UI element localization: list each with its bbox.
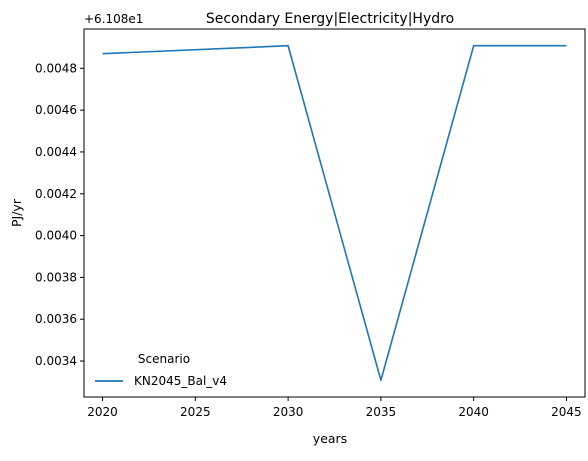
legend-entry-kn2045-bal-v4: KN2045_Bal_v4 bbox=[134, 374, 227, 388]
y-tick-label: 0.0048 bbox=[35, 61, 77, 75]
x-tick-label: 2020 bbox=[87, 405, 118, 419]
y-axis-ticks: 0.0034 0.0036 0.0038 0.0040 0.0042 0.0044 0.00… bbox=[35, 61, 84, 368]
y-tick-label: 0.0046 bbox=[35, 103, 77, 117]
series-line-kn2045-bal-v4 bbox=[102, 44, 567, 382]
series-layer bbox=[102, 44, 567, 382]
x-tick-label: 2025 bbox=[180, 405, 211, 419]
x-axis-label: years bbox=[313, 431, 347, 446]
x-tick-label: 2035 bbox=[366, 405, 397, 419]
y-tick-label: 0.0042 bbox=[35, 187, 77, 201]
y-tick-label: 0.0038 bbox=[35, 270, 77, 284]
y-tick-label: 0.0040 bbox=[35, 229, 77, 243]
y-axis-offset-label: +6.108e1 bbox=[84, 12, 143, 26]
x-tick-label: 2040 bbox=[458, 405, 489, 419]
plot-frame bbox=[83, 28, 586, 398]
legend: Scenario KN2045_Bal_v4 bbox=[95, 352, 227, 388]
y-tick-label: 0.0034 bbox=[35, 354, 77, 368]
y-tick-label: 0.0044 bbox=[35, 145, 77, 159]
chart-title: Secondary Energy|Electricity|Hydro bbox=[206, 11, 454, 27]
x-tick-label: 2030 bbox=[273, 405, 304, 419]
y-tick-label: 0.0036 bbox=[35, 312, 77, 326]
y-axis-label: PJ/yr bbox=[9, 198, 24, 227]
legend-title: Scenario bbox=[138, 352, 190, 366]
x-tick-label: 2045 bbox=[551, 405, 582, 419]
x-axis-ticks: 2020 2025 2030 2035 2040 2045 bbox=[87, 397, 582, 419]
